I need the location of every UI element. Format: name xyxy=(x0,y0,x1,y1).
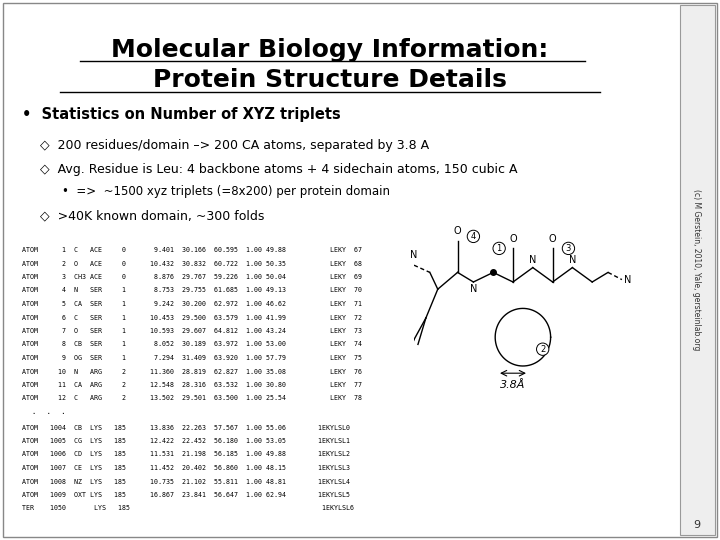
Text: ATOM      2  O   ACE     0      10.432  30.832  60.722  1.00 50.35           LEK: ATOM 2 O ACE 0 10.432 30.832 60.722 1.00… xyxy=(22,260,362,267)
Text: O: O xyxy=(509,234,517,244)
Text: ATOM     12  C   ARG     2      13.502  29.501  63.500  1.00 25.54           LEK: ATOM 12 C ARG 2 13.502 29.501 63.500 1.0… xyxy=(22,395,362,402)
Text: ATOM      9  OG  SER     1       7.294  31.409  63.920  1.00 57.79           LEK: ATOM 9 OG SER 1 7.294 31.409 63.920 1.00… xyxy=(22,355,362,361)
Text: TER    1050       LYS   185                                                1EKYL: TER 1050 LYS 185 1EKYL xyxy=(22,505,354,511)
Text: ATOM   1008  NZ  LYS   185      10.735  21.102  55.811  1.00 48.81        1EKYLS: ATOM 1008 NZ LYS 185 10.735 21.102 55.81… xyxy=(22,478,350,484)
Text: (c) M Gerstein, 2010, Yale, gersteinlab.org: (c) M Gerstein, 2010, Yale, gersteinlab.… xyxy=(693,190,701,350)
Text: O: O xyxy=(454,226,462,237)
Text: N: N xyxy=(624,275,631,285)
Text: ◇  >40K known domain, ~300 folds: ◇ >40K known domain, ~300 folds xyxy=(40,210,264,222)
Text: 3: 3 xyxy=(566,244,571,253)
Text: O: O xyxy=(549,234,557,244)
Text: ATOM   1007  CE  LYS   185      11.452  20.402  56.860  1.00 48.15        1EKYLS: ATOM 1007 CE LYS 185 11.452 20.402 56.86… xyxy=(22,465,350,471)
Text: N: N xyxy=(529,255,536,265)
Bar xyxy=(680,5,715,535)
Text: ATOM      1  C   ACE     0       9.401  30.166  60.595  1.00 49.88           LEK: ATOM 1 C ACE 0 9.401 30.166 60.595 1.00 … xyxy=(22,247,362,253)
Text: N: N xyxy=(469,284,477,294)
Text: ATOM      8  CB  SER     1       8.052  30.189  63.972  1.00 53.00           LEK: ATOM 8 CB SER 1 8.052 30.189 63.972 1.00… xyxy=(22,341,362,348)
Text: N: N xyxy=(410,251,418,260)
Text: ATOM      7  O   SER     1      10.593  29.607  64.812  1.00 43.24           LEK: ATOM 7 O SER 1 10.593 29.607 64.812 1.00… xyxy=(22,328,362,334)
Text: •  =>  ~1500 xyz triplets (=8x200) per protein domain: • => ~1500 xyz triplets (=8x200) per pro… xyxy=(62,186,390,199)
Text: ◇  Avg. Residue is Leu: 4 backbone atoms + 4 sidechain atoms, 150 cubic A: ◇ Avg. Residue is Leu: 4 backbone atoms … xyxy=(40,164,518,177)
Text: ATOM      5  CA  SER     1       9.242  30.200  62.972  1.00 46.62           LEK: ATOM 5 CA SER 1 9.242 30.200 62.972 1.00… xyxy=(22,301,362,307)
Text: ATOM      4  N   SER     1       8.753  29.755  61.685  1.00 49.13           LEK: ATOM 4 N SER 1 8.753 29.755 61.685 1.00 … xyxy=(22,287,362,294)
Text: ATOM   1004  CB  LYS   185      13.836  22.263  57.567  1.00 55.06        1EKYLS: ATOM 1004 CB LYS 185 13.836 22.263 57.56… xyxy=(22,424,350,430)
Text: ATOM     10  N   ARG     2      11.360  28.819  62.827  1.00 35.08           LEK: ATOM 10 N ARG 2 11.360 28.819 62.827 1.0… xyxy=(22,368,362,375)
Text: •  Statistics on Number of XYZ triplets: • Statistics on Number of XYZ triplets xyxy=(22,107,341,123)
Text: Molecular Biology Information:: Molecular Biology Information: xyxy=(112,38,549,62)
Text: ATOM   1006  CD  LYS   185      11.531  21.198  56.185  1.00 49.88        1EKYLS: ATOM 1006 CD LYS 185 11.531 21.198 56.18… xyxy=(22,451,350,457)
Text: ATOM   1009  OXT LYS   185      16.867  23.841  56.647  1.00 62.94        1EKYLS: ATOM 1009 OXT LYS 185 16.867 23.841 56.6… xyxy=(22,492,350,498)
Text: 2: 2 xyxy=(540,345,545,354)
Text: .  .  .: . . . xyxy=(22,408,66,416)
Text: 1: 1 xyxy=(497,244,502,253)
Text: 9: 9 xyxy=(693,520,701,530)
Text: Protein Structure Details: Protein Structure Details xyxy=(153,68,507,92)
Text: ◇  200 residues/domain –> 200 CA atoms, separated by 3.8 A: ◇ 200 residues/domain –> 200 CA atoms, s… xyxy=(40,138,429,152)
Text: 3.8Å: 3.8Å xyxy=(500,380,526,390)
Text: ATOM   1005  CG  LYS   185      12.422  22.452  56.180  1.00 53.05        1EKYLS: ATOM 1005 CG LYS 185 12.422 22.452 56.18… xyxy=(22,438,350,444)
Text: ATOM      6  C   SER     1      10.453  29.500  63.579  1.00 41.99           LEK: ATOM 6 C SER 1 10.453 29.500 63.579 1.00… xyxy=(22,314,362,321)
Text: ATOM      3  CH3 ACE     0       8.876  29.767  59.226  1.00 50.04           LEK: ATOM 3 CH3 ACE 0 8.876 29.767 59.226 1.0… xyxy=(22,274,362,280)
Text: 4: 4 xyxy=(471,232,476,241)
Text: ATOM     11  CA  ARG     2      12.548  28.316  63.532  1.00 30.80           LEK: ATOM 11 CA ARG 2 12.548 28.316 63.532 1.… xyxy=(22,382,362,388)
Text: N: N xyxy=(569,255,576,265)
